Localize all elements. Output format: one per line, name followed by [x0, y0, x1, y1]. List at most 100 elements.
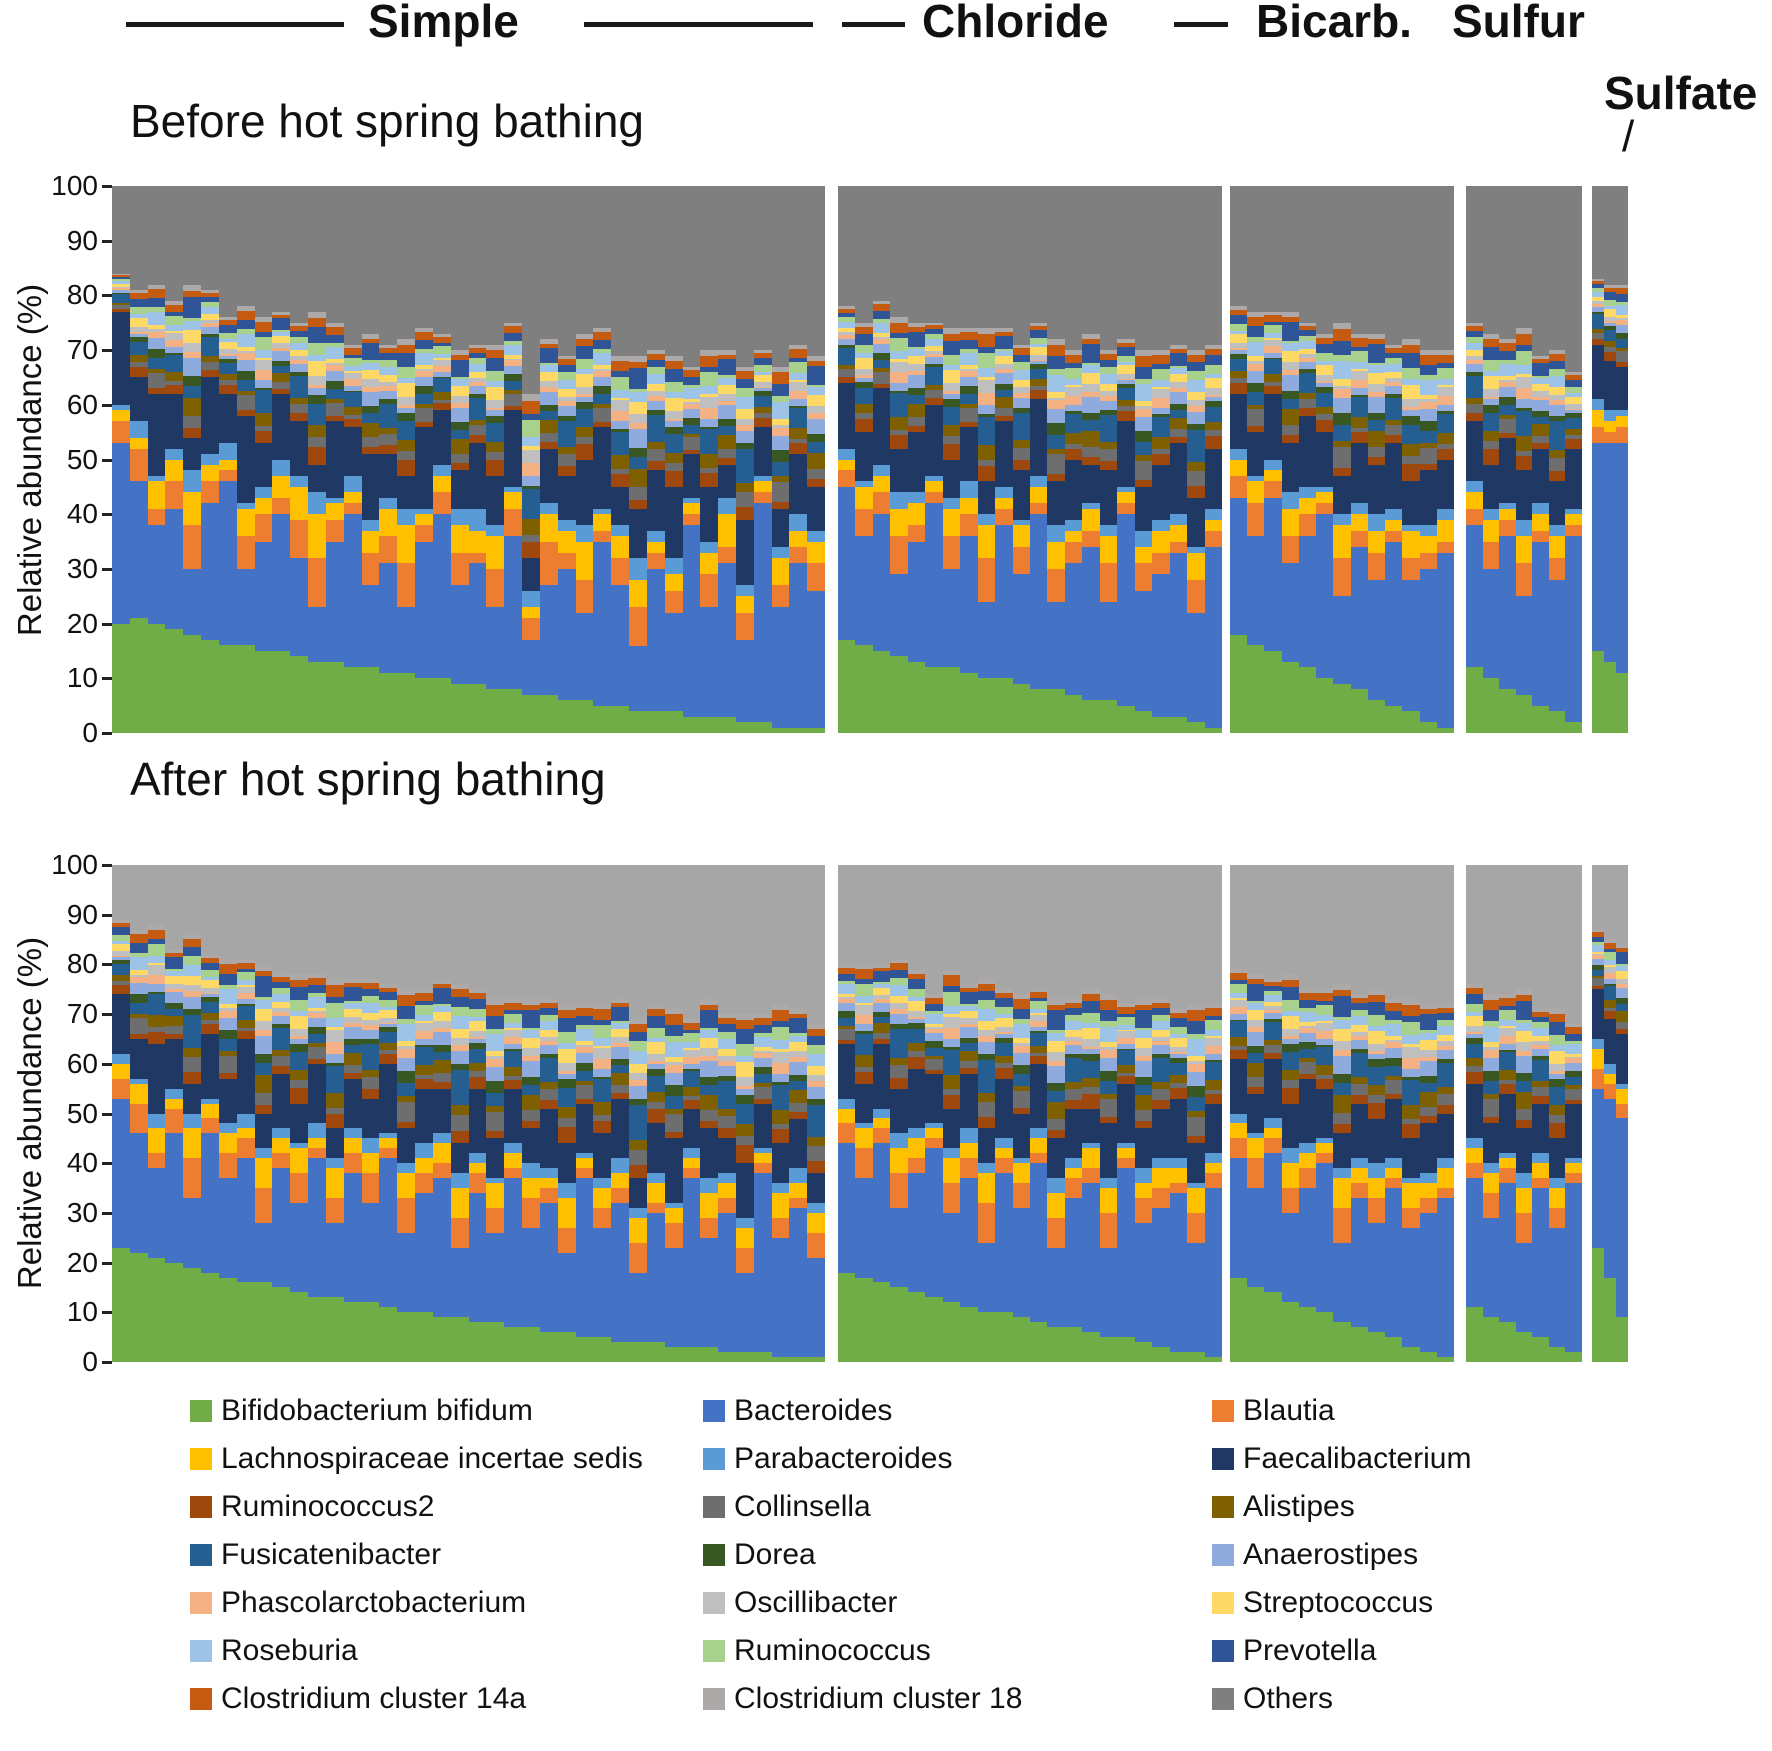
stacked-bar — [807, 186, 826, 733]
segment-bifidobacterium-bifidum — [735, 722, 754, 733]
segment-alistipes — [1532, 1080, 1549, 1087]
segment-alistipes — [995, 397, 1013, 409]
segment-alistipes — [201, 356, 219, 362]
segment-dorea — [1134, 1076, 1153, 1085]
segment-bacteroides — [960, 536, 978, 673]
segment-faecalibacterium — [236, 415, 255, 504]
segment-phascolarctobacterium — [735, 1085, 754, 1089]
segment-prevotella — [960, 991, 978, 1005]
segment-ruminococcus2 — [325, 416, 344, 422]
segment-bacteroides — [522, 640, 540, 695]
segment-dorea — [995, 1037, 1013, 1043]
segment-clostridium-cluster-18 — [1436, 1004, 1455, 1008]
segment-fusicatenibacter — [960, 394, 978, 405]
segment-alistipes — [1169, 1075, 1188, 1083]
segment-clostridium-cluster-14a — [415, 332, 433, 341]
segment-alistipes — [308, 425, 326, 438]
segment-prevotella — [468, 352, 487, 359]
segment-lachnospiraceae-incertae-sedis — [468, 1163, 487, 1174]
segment-roseburia — [700, 1030, 719, 1039]
segment-others — [1385, 865, 1403, 1000]
stacked-bar — [183, 186, 202, 733]
segment-parabacteroides — [1187, 1183, 1205, 1189]
segment-fusicatenibacter — [771, 1084, 790, 1110]
segment-parabacteroides — [504, 1143, 523, 1154]
segment-alistipes — [1499, 1069, 1516, 1080]
segment-alistipes — [325, 1092, 344, 1108]
segment-parabacteroides — [1436, 508, 1455, 520]
segment-ruminococcus — [593, 348, 612, 353]
segment-clostridium-cluster-18 — [1333, 322, 1351, 329]
segment-ruminococcus2 — [1204, 1093, 1222, 1104]
segment-ruminococcus2 — [165, 384, 184, 394]
segment-prevotella — [977, 991, 996, 1001]
segment-blautia — [682, 514, 701, 526]
segment-bacteroides — [1298, 536, 1317, 668]
stacked-bar — [1350, 865, 1368, 1362]
segment-anaerostipes — [432, 372, 451, 377]
legend-label: Ruminococcus2 — [221, 1490, 435, 1523]
segment-roseburia — [1532, 1028, 1549, 1036]
segment-others — [1230, 865, 1248, 970]
segment-faecalibacterium — [1604, 1019, 1616, 1064]
segment-bifidobacterium-bifidum — [112, 1247, 130, 1362]
segment-parabacteroides — [1082, 1143, 1100, 1149]
segment-dorea — [1230, 1019, 1248, 1022]
segment-ruminococcus — [977, 352, 996, 369]
segment-clostridium-cluster-14a — [890, 322, 908, 334]
segment-bifidobacterium-bifidum — [1099, 1337, 1118, 1362]
segment-bacteroides — [1482, 568, 1500, 679]
segment-parabacteroides — [1029, 1128, 1048, 1139]
segment-faecalibacterium — [1499, 1093, 1516, 1154]
segment-bifidobacterium-bifidum — [1548, 1347, 1566, 1362]
segment-oscillibacter — [1604, 966, 1616, 974]
segment-ruminococcus2 — [611, 473, 630, 487]
segment-oscillibacter — [789, 381, 808, 391]
segment-clostridium-cluster-14a — [1548, 354, 1566, 361]
segment-blautia — [995, 508, 1013, 526]
segment-lachnospiraceae-incertae-sedis — [1592, 1048, 1604, 1069]
segment-ruminococcus2 — [682, 449, 701, 455]
segment-clostridium-cluster-18 — [1247, 311, 1265, 317]
segment-fusicatenibacter — [1499, 1051, 1516, 1070]
segment-dorea — [1316, 386, 1334, 393]
segment-phascolarctobacterium — [1482, 1049, 1500, 1058]
segment-others — [415, 186, 433, 329]
segment-ruminococcus — [1134, 1027, 1153, 1031]
segment-clostridium-cluster-14a — [771, 372, 790, 384]
segment-roseburia — [201, 976, 219, 980]
segment-blautia — [539, 1188, 558, 1203]
segment-lachnospiraceae-incertae-sedis — [218, 1133, 237, 1154]
segment-anaerostipes — [789, 1061, 808, 1075]
segment-clostridium-cluster-18 — [1515, 989, 1533, 995]
segment-blautia — [218, 1153, 237, 1179]
segment-clostridium-cluster-18 — [539, 339, 558, 344]
segment-clostridium-cluster-14a — [1592, 932, 1604, 937]
segment-clostridium-cluster-18 — [807, 1024, 826, 1029]
segment-clostridium-cluster-18 — [486, 999, 505, 1005]
segment-lachnospiraceae-incertae-sedis — [504, 1153, 523, 1169]
segment-alistipes — [1402, 444, 1420, 456]
segment-bifidobacterium-bifidum — [236, 1282, 255, 1362]
stacked-bar — [890, 865, 908, 1362]
segment-streptococcus — [838, 327, 856, 333]
segment-bifidobacterium-bifidum — [1466, 667, 1483, 733]
segment-lachnospiraceae-incertae-sedis — [1099, 536, 1118, 564]
segment-dorea — [236, 1004, 255, 1006]
segment-clostridium-cluster-18 — [1134, 350, 1153, 356]
segment-roseburia — [1482, 370, 1500, 376]
stacked-bar — [1499, 186, 1516, 733]
segment-ruminococcus2 — [838, 376, 856, 383]
segment-streptococcus — [789, 1042, 808, 1051]
segment-collinsella — [789, 438, 808, 444]
segment-collinsella — [1047, 1118, 1065, 1131]
segment-collinsella — [1385, 425, 1403, 436]
segment-others — [593, 865, 612, 1005]
segment-dorea — [1385, 1057, 1403, 1066]
legend-label: Faecalibacterium — [1243, 1442, 1472, 1475]
segment-prevotella — [147, 939, 166, 944]
segment-others — [1117, 186, 1135, 340]
segment-fusicatenibacter — [450, 1070, 469, 1106]
segment-anaerostipes — [254, 380, 273, 388]
segment-clostridium-cluster-18 — [1367, 333, 1386, 340]
